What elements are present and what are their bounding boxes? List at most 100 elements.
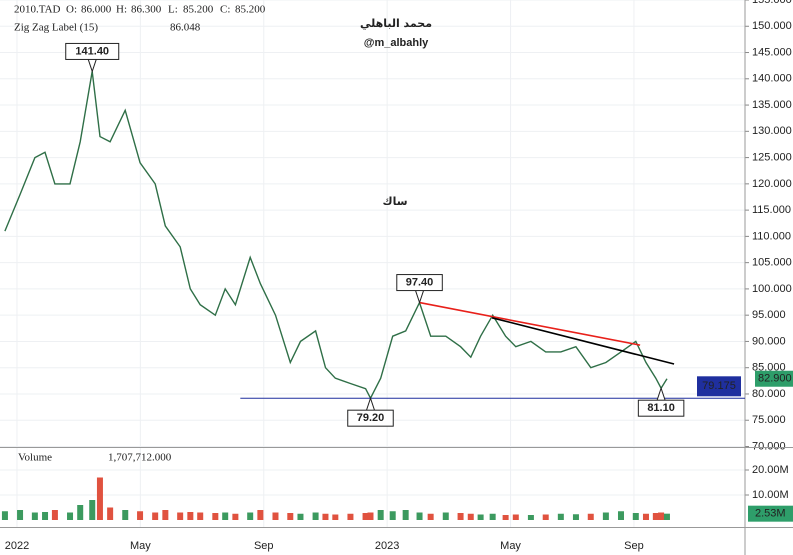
ohlc-value: 85.200 [183, 4, 214, 16]
volume-bar [152, 512, 159, 520]
y-tick-label: 90.000 [752, 335, 786, 347]
indicator-name: Zig Zag Label (15) [14, 22, 98, 34]
annotation-pointer [87, 59, 97, 74]
volume-bar [197, 512, 204, 520]
ohlc-label: C: [220, 4, 230, 16]
volume-bar [297, 513, 304, 520]
annotation-pointer [366, 396, 375, 411]
y-tick-label: 125.000 [752, 151, 792, 163]
volume-title: Volume [18, 452, 52, 464]
volume-bar [89, 500, 96, 520]
volume-bar [572, 514, 579, 520]
y-tick-label: 80.000 [752, 388, 786, 400]
y-tick-label: 140.000 [752, 73, 792, 85]
volume-bar [457, 513, 464, 520]
volume-bar [312, 512, 319, 520]
ohlc-label: H: [116, 4, 127, 16]
price-line [4, 71, 668, 400]
volume-total: 1,707,712.000 [108, 452, 172, 464]
annotation-box [347, 409, 394, 427]
volume-bar [477, 514, 484, 520]
volume-bar [162, 510, 169, 520]
ohlc-value: 86.300 [131, 4, 162, 16]
volume-bar [51, 510, 58, 520]
volume-bar [367, 512, 374, 520]
ohlc-value: 85.200 [235, 4, 266, 16]
y-tick-label: 145.000 [752, 46, 792, 58]
annotation-pointer [656, 386, 666, 401]
volume-bar [663, 513, 670, 520]
volume-bar [322, 513, 329, 520]
volume-bar [467, 513, 474, 520]
ohlc-label: L: [168, 4, 178, 16]
volume-bar [489, 513, 496, 520]
trend-line [419, 301, 641, 346]
volume-bar [362, 513, 369, 520]
volume-bar [542, 514, 549, 520]
volume-bar [31, 512, 38, 520]
y-tick-label: 155.000 [752, 0, 792, 6]
volume-bar [402, 510, 409, 520]
volume-bar [658, 512, 665, 520]
volume-bar [96, 477, 103, 520]
volume-bar [107, 507, 114, 520]
handle: @m_albahly [364, 37, 429, 49]
volume-bar [247, 512, 254, 520]
annotation-label: 141.40 [75, 45, 109, 57]
annotation-box [65, 42, 120, 60]
y-tick-label: 20.00M [752, 464, 789, 476]
y-tick-label: 135.000 [752, 99, 792, 111]
volume-bar [212, 513, 219, 520]
volume-bar [587, 513, 594, 520]
y-tick-label: 85.000 [752, 362, 786, 374]
y-tick-label: 75.000 [752, 414, 786, 426]
y-tick-label: 120.000 [752, 178, 792, 190]
x-tick-label: Sep [254, 540, 274, 552]
y-tick-label: 100.000 [752, 283, 792, 295]
annotation-label: 79.20 [357, 412, 385, 424]
y-tick-label: 10.00M [752, 489, 789, 501]
author: محمد الباهلي [360, 17, 432, 30]
trend-line [491, 317, 675, 365]
y-tick-label: 105.000 [752, 257, 792, 269]
volume-bar [232, 513, 239, 520]
x-tick-label: May [130, 540, 151, 552]
volume-bar [122, 510, 129, 520]
volume-bar [377, 510, 384, 520]
level-label: 79.175 [702, 380, 736, 392]
annotation-label: 97.40 [406, 276, 434, 288]
volume-bar [642, 513, 649, 520]
x-tick-label: 2023 [375, 540, 399, 552]
y-tick-label: 150.000 [752, 20, 792, 32]
annotation-box [637, 399, 685, 417]
volume-bar [177, 512, 184, 520]
volume-bar [137, 511, 144, 520]
volume-bar [42, 512, 49, 520]
annotation-label: 81.10 [647, 402, 675, 414]
indicator-value: 86.048 [170, 22, 201, 34]
last-price-label: 82.900 [758, 373, 792, 385]
volume-bar [442, 512, 449, 520]
volume-bar [652, 513, 659, 520]
volume-bar [527, 515, 534, 520]
volume-bar [222, 512, 229, 520]
last-volume-box [748, 505, 793, 522]
volume-bar [287, 513, 294, 520]
last-volume-label: 2.53M [755, 508, 786, 520]
volume-bar [512, 514, 519, 520]
volume-bar [257, 510, 264, 520]
y-tick-label: 95.000 [752, 309, 786, 321]
symbol: 2010.TAD [14, 4, 61, 16]
annotation-box [396, 274, 443, 292]
volume-bar [632, 513, 639, 520]
volume-bar [502, 515, 509, 520]
volume-bar [389, 511, 396, 520]
y-tick-label: 130.000 [752, 125, 792, 137]
volume-bar [427, 513, 434, 520]
volume-bar [602, 512, 609, 520]
level-label-box [697, 376, 741, 397]
volume-bar [1, 511, 8, 520]
watermark: ساك [382, 195, 407, 208]
volume-bar [272, 512, 279, 520]
